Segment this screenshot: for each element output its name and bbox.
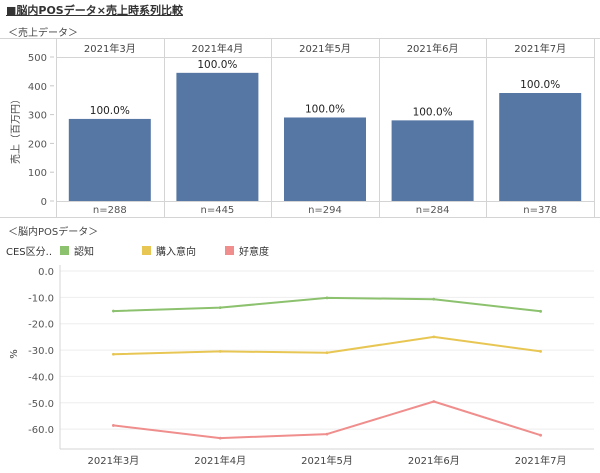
legend-item: 購入意向 bbox=[142, 243, 196, 258]
bar-sample-size-label: n=288 bbox=[93, 205, 127, 216]
sales-bar bbox=[499, 93, 582, 201]
series-point bbox=[539, 309, 542, 313]
series-point bbox=[218, 306, 222, 310]
bar-column-header: 2021年4月 bbox=[191, 42, 243, 55]
series-point bbox=[112, 309, 115, 313]
bar-y-tick-label: 0 bbox=[41, 197, 47, 208]
line-x-tick-label: 2021年6月 bbox=[408, 454, 460, 467]
bar-sample-size-label: n=284 bbox=[416, 205, 450, 216]
bar-y-tick-label: 100 bbox=[28, 168, 47, 179]
line-y-tick-label: -10.0 bbox=[28, 293, 54, 304]
pos-legend: CES区分.. 認知 購入意向 好意度 bbox=[6, 243, 596, 258]
line-y-tick-label: -40.0 bbox=[28, 372, 54, 383]
sales-section-title: ＜売上データ＞ bbox=[8, 28, 78, 39]
sales-bar-chart: 0 100 200 300 400 500 売上（百万円） 2021年3月 100.0% n=28… bbox=[0, 38, 600, 218]
legend-item: 認知 bbox=[60, 243, 94, 258]
bar-sample-size-label: n=294 bbox=[308, 205, 342, 216]
bar-y-tick-label: 400 bbox=[28, 82, 47, 93]
line-y-tick-label: -60.0 bbox=[28, 425, 54, 436]
bar-data-label: 100.0% bbox=[413, 106, 453, 118]
line-x-tick-label: 2021年3月 bbox=[87, 454, 139, 467]
series-point bbox=[432, 297, 436, 301]
series-point bbox=[539, 433, 542, 437]
sales-bar bbox=[284, 117, 366, 201]
series-point bbox=[325, 351, 329, 355]
bar-sample-size-label: n=445 bbox=[200, 205, 234, 216]
series-point bbox=[112, 352, 115, 356]
pos-line-chart: 0.0 -10.0 -20.0 -30.0 -40.0 -50.0 -60.0% 2021年3… bbox=[9, 265, 594, 467]
legend-label: 好意度 bbox=[239, 247, 269, 258]
series-point bbox=[325, 296, 329, 300]
bar-column-header: 2021年5月 bbox=[299, 42, 351, 55]
line-y-tick-label: -20.0 bbox=[28, 320, 54, 331]
bar-data-label: 100.0% bbox=[305, 103, 345, 115]
line-x-tick-label: 2021年4月 bbox=[194, 454, 246, 467]
series-point bbox=[325, 432, 329, 436]
bar-column-header: 2021年3月 bbox=[84, 42, 136, 55]
bar-data-label: 100.0% bbox=[520, 79, 560, 91]
bar-y-axis-label: 売上（百万円） bbox=[9, 94, 22, 164]
legend-label: 購入意向 bbox=[156, 247, 196, 258]
legend-swatch bbox=[225, 246, 234, 255]
series-point bbox=[112, 424, 115, 427]
bar-y-tick-label: 500 bbox=[28, 53, 47, 64]
line-y-tick-label: 0.0 bbox=[38, 267, 54, 278]
series-point bbox=[432, 335, 436, 339]
line-x-tick-label: 2021年5月 bbox=[301, 454, 353, 467]
series-line-認知 bbox=[113, 296, 541, 313]
sales-bar bbox=[391, 120, 474, 201]
bar-data-label: 100.0% bbox=[90, 105, 130, 117]
line-x-tick-label: 2021年7月 bbox=[515, 454, 567, 467]
series-point bbox=[218, 436, 222, 440]
page-title: ■脳内POSデータ×売上時系列比較 bbox=[6, 4, 183, 17]
legend-title: CES区分.. bbox=[6, 247, 53, 258]
bar-sample-size-label: n=378 bbox=[523, 205, 557, 216]
legend-label: 認知 bbox=[74, 247, 94, 258]
line-y-tick-label: -30.0 bbox=[28, 346, 54, 357]
pos-section-title: ＜脳内POSデータ＞ bbox=[8, 227, 99, 238]
bar-column-header: 2021年7月 bbox=[514, 42, 566, 55]
sales-bar bbox=[176, 72, 259, 201]
series-point bbox=[218, 349, 222, 353]
series-line-好意度 bbox=[113, 400, 541, 440]
bar-y-tick-label: 300 bbox=[28, 111, 47, 122]
bar-data-label: 100.0% bbox=[197, 59, 237, 71]
series-point bbox=[539, 349, 542, 353]
line-y-tick-label: -50.0 bbox=[28, 399, 54, 410]
legend-item: 好意度 bbox=[225, 243, 269, 258]
legend-swatch bbox=[60, 246, 69, 255]
sales-bar bbox=[68, 118, 151, 201]
series-point bbox=[432, 400, 436, 403]
bar-column-header: 2021年6月 bbox=[407, 42, 459, 55]
bar-y-tick-label: 200 bbox=[28, 139, 47, 150]
legend-swatch bbox=[142, 246, 151, 255]
line-y-axis-label: % bbox=[9, 349, 20, 359]
